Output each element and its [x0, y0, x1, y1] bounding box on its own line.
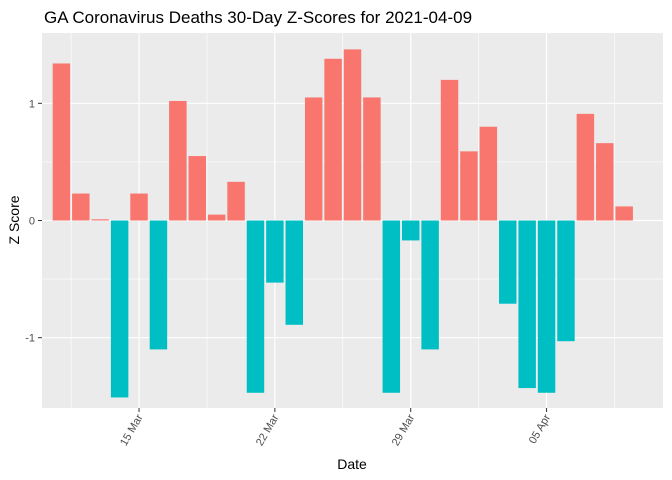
- bar-2021-04-06: [557, 220, 575, 342]
- y-axis-title: Z Score: [6, 195, 22, 244]
- x-tick-label: 22 Mar: [254, 412, 282, 448]
- y-tick-label: 1: [29, 98, 35, 110]
- x-axis-title: Date: [337, 456, 367, 472]
- bar-2021-04-09: [615, 206, 633, 221]
- bar-2021-04-07: [576, 113, 595, 221]
- bar-2021-03-22: [266, 220, 284, 283]
- bar-2021-03-19: [207, 214, 226, 221]
- bar-2021-04-02: [479, 126, 498, 221]
- bar-2021-04-05: [537, 220, 556, 393]
- bar-2021-03-12: [72, 193, 90, 221]
- bar-2021-03-25: [324, 58, 342, 221]
- bar-2021-03-13: [91, 219, 109, 221]
- bar-2021-03-26: [343, 49, 362, 221]
- x-tick-label: 29 Mar: [390, 412, 418, 448]
- bar-2021-03-15: [130, 193, 148, 221]
- bar-2021-04-03: [499, 220, 517, 304]
- x-tick-label: 05 Apr: [527, 412, 553, 446]
- x-tick-label: 15 Mar: [118, 412, 146, 448]
- bar-2021-03-30: [421, 220, 439, 350]
- x-axis: 15 Mar 22 Mar 29 Mar 05 Apr: [118, 408, 553, 448]
- bar-2021-03-31: [440, 79, 459, 221]
- bar-2021-03-18: [188, 156, 206, 221]
- bars: [52, 49, 633, 398]
- bar-2021-03-17: [169, 100, 187, 221]
- bar-2021-03-11: [52, 63, 71, 221]
- bar-2021-04-04: [518, 220, 536, 389]
- bar-2021-03-27: [363, 97, 381, 221]
- bar-2021-03-16: [149, 220, 168, 350]
- bar-2021-03-24: [304, 97, 323, 221]
- bar-2021-03-28: [382, 220, 401, 393]
- bar-2021-03-20: [227, 181, 245, 221]
- bar-2021-03-23: [285, 220, 304, 325]
- y-axis: -1 0 1: [25, 98, 42, 345]
- bar-2021-03-21: [246, 220, 265, 393]
- y-tick-label: -1: [25, 333, 35, 345]
- bar-2021-03-14: [110, 220, 129, 398]
- chart-title: GA Coronavirus Deaths 30-Day Z-Scores fo…: [44, 8, 472, 27]
- bar-2021-04-08: [596, 143, 614, 221]
- bar-2021-03-29: [401, 220, 420, 241]
- bar-2021-04-01: [460, 151, 478, 221]
- y-tick-label: 0: [29, 216, 35, 228]
